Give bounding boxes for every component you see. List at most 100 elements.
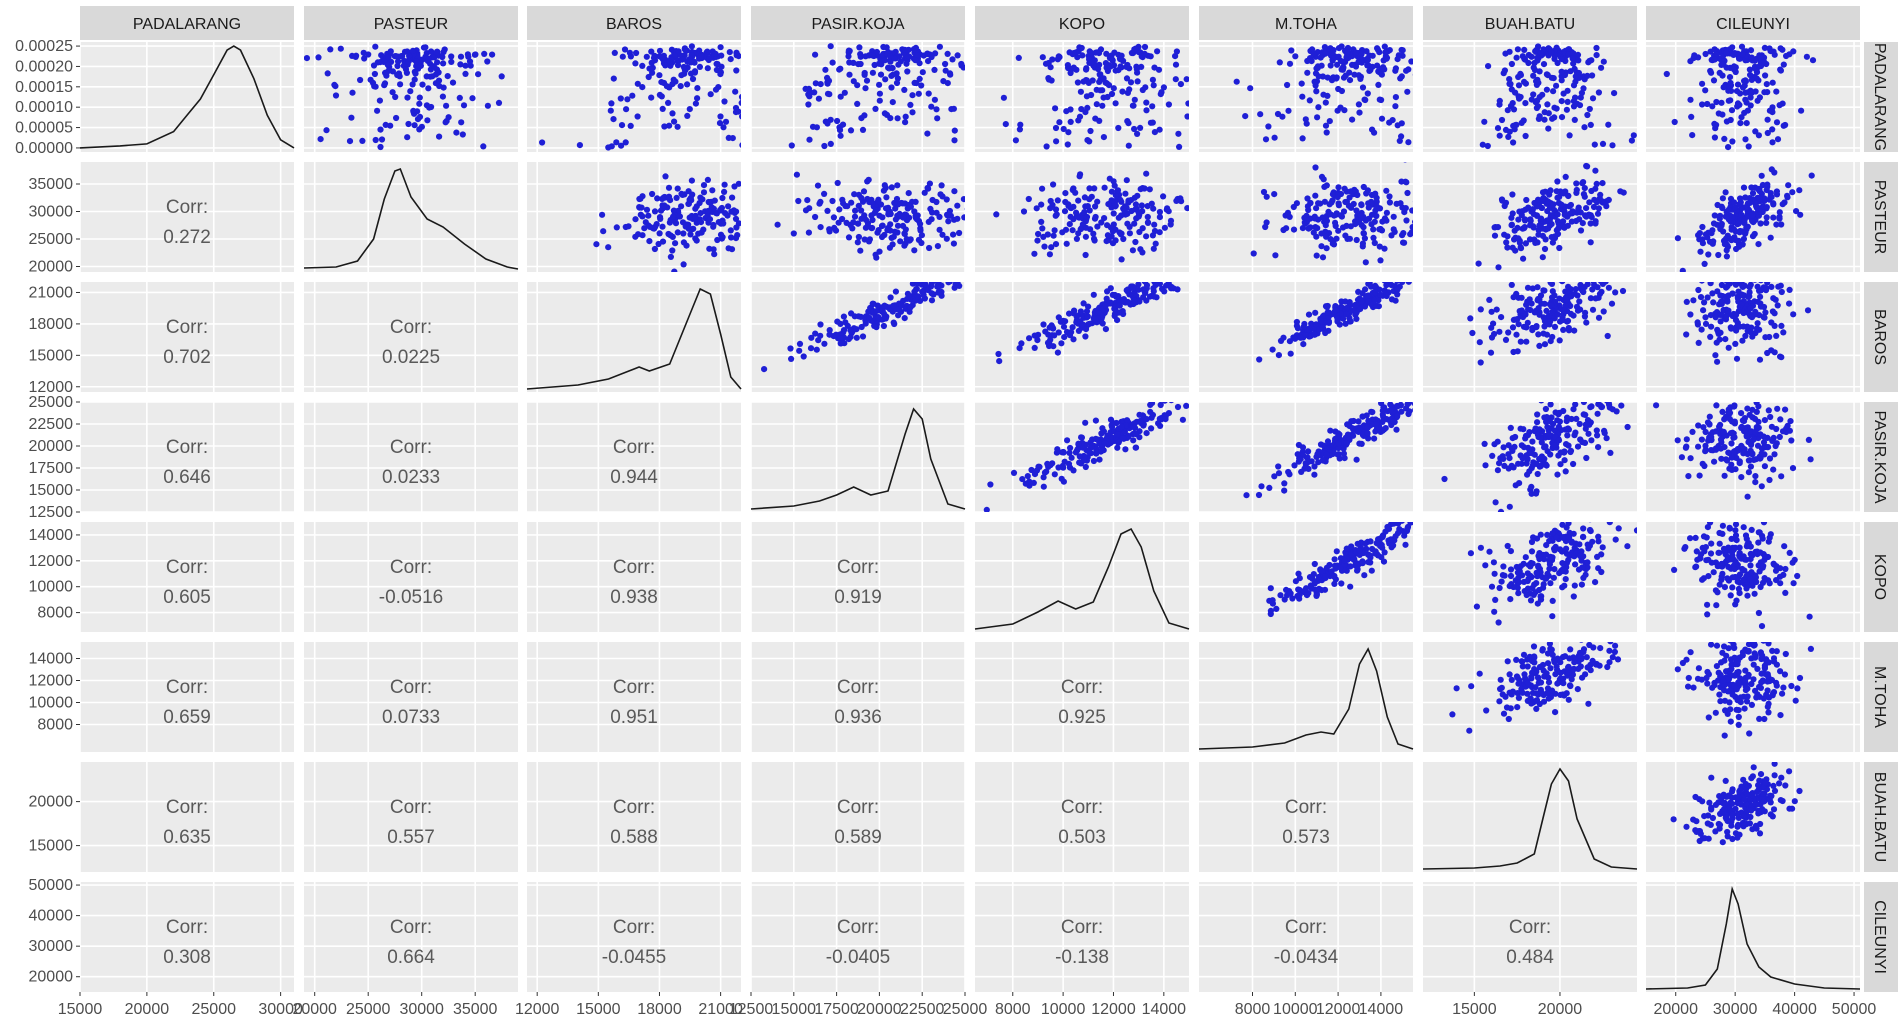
- scatter-point: [1336, 321, 1343, 328]
- scatter-point: [1711, 46, 1718, 53]
- scatter-baros-buah-batu: [1467, 282, 1627, 366]
- scatter-point: [1353, 207, 1360, 214]
- scatter-point: [1156, 214, 1163, 221]
- scatter-point: [1710, 220, 1718, 227]
- scatter-point: [1117, 63, 1124, 70]
- scatter-point: [1066, 449, 1073, 456]
- scatter-point: [1118, 212, 1125, 219]
- scatter-point: [733, 49, 740, 56]
- scatter-point: [1514, 46, 1521, 53]
- scatter-point: [1131, 125, 1138, 133]
- scatter-point: [1058, 340, 1065, 347]
- scatter-point: [1612, 289, 1619, 296]
- scatter-point: [889, 99, 896, 106]
- scatter-point: [687, 231, 694, 238]
- scatter-point: [1412, 219, 1413, 225]
- scatter-pasir-koja-buah-batu: [1441, 402, 1631, 512]
- scatter-point: [1725, 344, 1732, 351]
- scatter-point: [796, 340, 804, 347]
- scatter-point: [1256, 356, 1263, 363]
- scatter-point: [698, 229, 705, 236]
- scatter-point: [1558, 56, 1565, 63]
- scatter-point: [802, 207, 810, 214]
- scatter-point: [1310, 50, 1317, 57]
- scatter-point: [1532, 239, 1539, 246]
- scatter-point: [790, 230, 797, 237]
- scatter-point: [1304, 57, 1311, 65]
- scatter-point: [1734, 100, 1742, 107]
- scatter-point: [1696, 472, 1703, 479]
- scatter-point: [914, 293, 922, 300]
- scatter-point: [1147, 272, 1153, 278]
- scatter-point: [1323, 182, 1330, 189]
- scatter-point: [1334, 107, 1341, 114]
- scatter-point: [1595, 444, 1602, 451]
- scatter-point: [638, 204, 645, 211]
- scatter-point: [1147, 402, 1154, 408]
- scatter-point: [1773, 119, 1781, 126]
- scatter-point: [1767, 413, 1774, 421]
- scatter-point: [1193, 111, 1199, 117]
- scatter-point: [688, 177, 696, 184]
- scatter-point: [1689, 132, 1696, 139]
- scatter-point: [1406, 282, 1412, 284]
- panel-bg-kopo-kopo: [975, 522, 1189, 632]
- scatter-point: [814, 182, 822, 189]
- scatter-point: [673, 194, 680, 201]
- scatter-point: [1408, 522, 1413, 526]
- scatter-point: [1068, 454, 1075, 461]
- scatter-point: [1555, 423, 1562, 430]
- scatter-point: [1086, 320, 1093, 327]
- scatter-point: [1522, 240, 1529, 247]
- scatter-point: [743, 102, 749, 108]
- scatter-point: [1803, 53, 1810, 60]
- scatter-point: [634, 80, 641, 87]
- scatter-point: [1711, 120, 1718, 127]
- scatter-point: [1517, 70, 1524, 77]
- scatter-point: [1780, 329, 1787, 336]
- scatter-point: [1724, 283, 1731, 290]
- scatter-point: [1315, 104, 1322, 111]
- scatter-point: [1052, 124, 1060, 132]
- scatter-point: [735, 180, 741, 187]
- scatter-point: [1372, 190, 1379, 197]
- scatter-point: [1753, 408, 1760, 415]
- scatter-point: [1516, 95, 1523, 102]
- scatter-point: [1031, 332, 1038, 339]
- scatter-point: [1740, 450, 1747, 457]
- scatter-point: [1039, 225, 1046, 232]
- scatter-point: [1543, 418, 1550, 425]
- scatter-point: [1523, 301, 1530, 308]
- scatter-point: [1330, 241, 1338, 248]
- scatter-point: [1322, 222, 1329, 229]
- scatter-point: [733, 67, 740, 74]
- scatter-point: [881, 57, 889, 64]
- scatter-point: [1522, 311, 1529, 318]
- scatter-point: [1082, 333, 1089, 340]
- scatter-point: [337, 45, 344, 52]
- scatter-point: [1298, 468, 1305, 475]
- scatter-point: [1715, 251, 1722, 259]
- scatter-point: [1072, 189, 1079, 196]
- scatter-point: [1364, 90, 1371, 97]
- scatter-point: [687, 194, 694, 202]
- scatter-point: [844, 203, 851, 210]
- scatter-point: [1046, 251, 1053, 258]
- scatter-point: [1364, 430, 1371, 437]
- scatter-kopo-m-toha: [1266, 522, 1413, 618]
- scatter-point: [1302, 332, 1309, 339]
- scatter-point: [858, 207, 865, 214]
- scatter-point: [1707, 312, 1714, 319]
- scatter-point: [1371, 289, 1379, 296]
- scatter-point: [1151, 221, 1158, 228]
- scatter-point: [1743, 224, 1750, 231]
- scatter-point: [1742, 77, 1749, 84]
- scatter-point: [624, 96, 631, 103]
- scatter-point: [1735, 220, 1742, 227]
- scatter-point: [1291, 462, 1298, 469]
- scatter-point: [1381, 245, 1388, 252]
- scatter-point: [950, 274, 956, 280]
- scatter-point: [1337, 190, 1345, 198]
- scatter-point: [1079, 321, 1086, 328]
- corr-label: Corr:: [390, 317, 432, 338]
